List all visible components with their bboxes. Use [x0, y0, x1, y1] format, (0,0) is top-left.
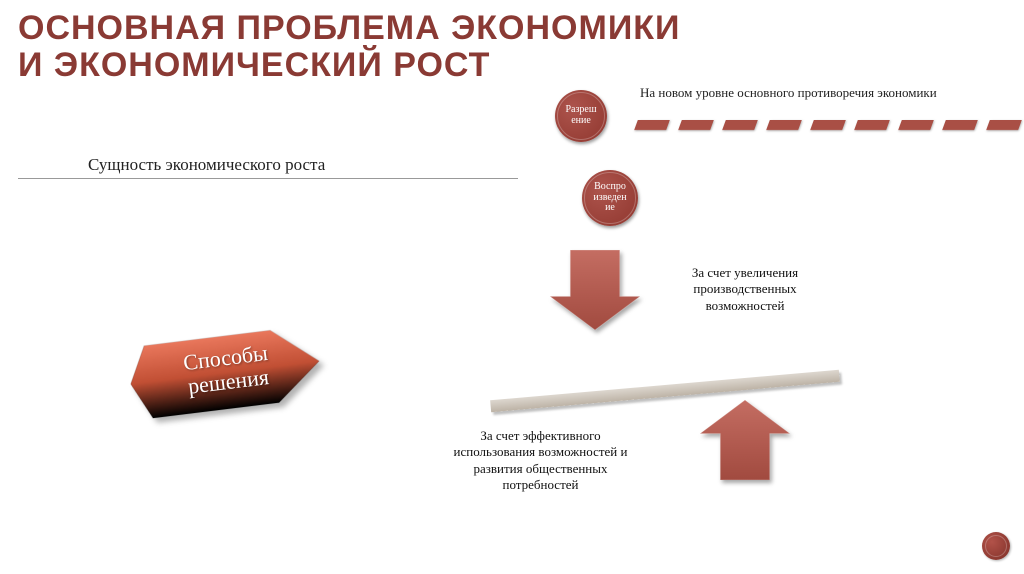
dash-icon	[722, 120, 758, 130]
dash-icon	[810, 120, 846, 130]
title-underline	[18, 178, 518, 179]
dash-icon	[986, 120, 1022, 130]
page-title: ОСНОВНАЯ ПРОБЛЕМА ЭКОНОМИКИ И ЭКОНОМИЧЕС…	[18, 10, 680, 85]
circle-reproduce-label: Воспроизведение	[593, 182, 626, 214]
dash-icon	[942, 120, 978, 130]
title-line2: И ЭКОНОМИЧЕСКИЙ РОСТ	[18, 46, 490, 84]
subtitle: Сущность экономического роста	[88, 155, 325, 175]
dash-icon	[898, 120, 934, 130]
dash-icon	[854, 120, 890, 130]
circle-resolve: Разрешение	[555, 90, 607, 142]
dash-icon	[634, 120, 670, 130]
circle-resolve-label: Разрешение	[565, 105, 596, 126]
slide-number-icon	[982, 532, 1010, 560]
arrow-up-icon	[700, 400, 790, 480]
title-line1: ОСНОВНАЯ ПРОБЛЕМА ЭКОНОМИКИ	[18, 9, 680, 47]
arrow-down-icon	[550, 250, 640, 330]
note-text: На новом уровне основного противоречия э…	[640, 85, 990, 101]
dash-icon	[766, 120, 802, 130]
label-efficiency: За счет эффективного использования возмо…	[438, 428, 643, 493]
label-production: За счет увеличения производственных возм…	[655, 265, 835, 314]
dash-icon	[678, 120, 714, 130]
circle-reproduce: Воспроизведение	[582, 170, 638, 226]
dash-row	[636, 120, 1020, 130]
